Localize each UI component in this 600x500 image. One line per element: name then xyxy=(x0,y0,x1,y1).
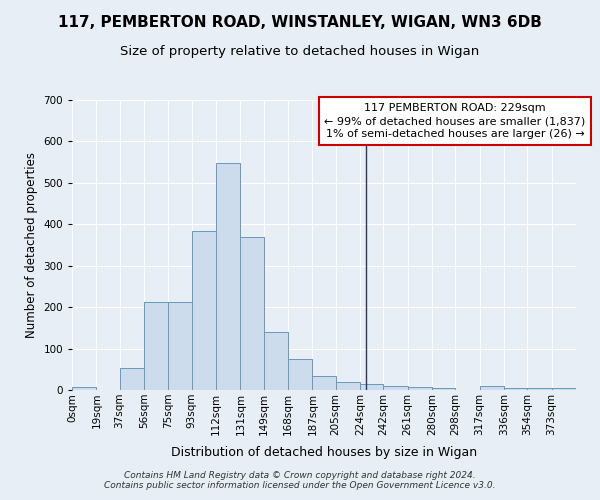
Bar xyxy=(551,388,576,390)
Bar xyxy=(335,382,360,390)
Text: Size of property relative to detached houses in Wigan: Size of property relative to detached ho… xyxy=(121,45,479,58)
Text: 117, PEMBERTON ROAD, WINSTANLEY, WIGAN, WN3 6DB: 117, PEMBERTON ROAD, WINSTANLEY, WIGAN, … xyxy=(58,15,542,30)
Text: Contains HM Land Registry data © Crown copyright and database right 2024.
Contai: Contains HM Land Registry data © Crown c… xyxy=(104,470,496,490)
Bar xyxy=(191,232,216,390)
Bar xyxy=(313,376,335,390)
Bar xyxy=(288,359,313,390)
Text: 117 PEMBERTON ROAD: 229sqm
← 99% of detached houses are smaller (1,837)
1% of se: 117 PEMBERTON ROAD: 229sqm ← 99% of deta… xyxy=(325,103,586,140)
Bar xyxy=(360,384,383,390)
Bar xyxy=(504,388,527,390)
Bar xyxy=(407,386,432,390)
Bar xyxy=(527,388,551,390)
Bar xyxy=(479,386,504,390)
Bar xyxy=(432,388,455,390)
Bar xyxy=(383,386,407,390)
Bar xyxy=(263,332,288,390)
Bar xyxy=(144,302,169,390)
Y-axis label: Number of detached properties: Number of detached properties xyxy=(25,152,38,338)
Bar xyxy=(216,163,241,390)
Bar xyxy=(119,368,144,390)
X-axis label: Distribution of detached houses by size in Wigan: Distribution of detached houses by size … xyxy=(171,446,477,459)
Bar xyxy=(72,386,97,390)
Bar xyxy=(241,236,263,390)
Bar xyxy=(169,302,191,390)
